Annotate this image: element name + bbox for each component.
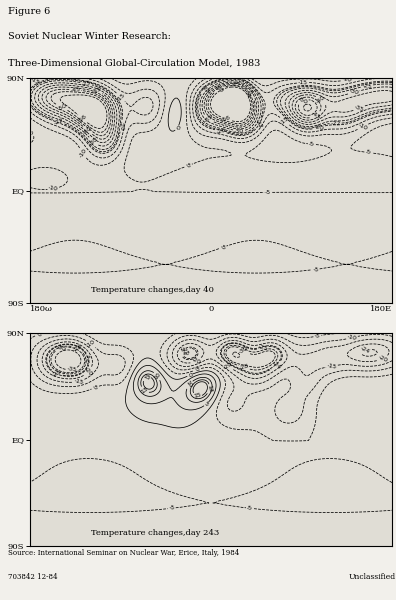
Text: -10: -10 [48, 185, 59, 192]
Text: -56: -56 [77, 114, 88, 124]
Text: -15: -15 [73, 377, 84, 385]
Text: -56: -56 [221, 115, 232, 123]
Text: -5: -5 [247, 505, 253, 511]
Text: -30: -30 [348, 89, 359, 96]
Text: -45: -45 [230, 82, 241, 88]
Text: 10: 10 [185, 380, 194, 389]
Text: 703842 12-84: 703842 12-84 [8, 573, 57, 581]
Text: 180ω: 180ω [30, 305, 53, 313]
Text: -15: -15 [298, 80, 308, 85]
Text: -15: -15 [30, 76, 41, 85]
Text: -10: -10 [341, 76, 352, 83]
Text: -35: -35 [354, 104, 365, 112]
Text: -15: -15 [116, 92, 126, 103]
Text: 180E: 180E [370, 305, 392, 313]
Text: -10: -10 [346, 334, 358, 341]
Text: -22: -22 [53, 117, 65, 125]
Text: -30: -30 [238, 346, 249, 355]
Text: -5: -5 [168, 505, 175, 511]
Text: -24: -24 [359, 346, 370, 355]
Text: -5: -5 [365, 149, 372, 155]
Text: -40: -40 [82, 125, 93, 136]
Text: -25: -25 [51, 369, 63, 377]
Text: -15: -15 [279, 116, 290, 126]
Text: -20: -20 [377, 355, 388, 363]
Text: -25: -25 [200, 84, 210, 95]
Text: -5: -5 [35, 331, 42, 338]
Text: 15: 15 [193, 392, 202, 400]
Text: -24: -24 [178, 346, 187, 357]
Text: -5: -5 [312, 266, 319, 272]
Text: -22: -22 [330, 121, 341, 126]
Text: -50: -50 [297, 96, 308, 105]
Text: -24: -24 [85, 353, 92, 364]
Text: -40: -40 [247, 88, 256, 100]
Text: Temperature changes,day 40: Temperature changes,day 40 [91, 286, 214, 294]
Text: -20: -20 [83, 367, 93, 377]
Text: -10: -10 [85, 339, 96, 349]
Text: -15: -15 [327, 363, 337, 370]
Text: -45: -45 [70, 87, 80, 93]
Text: -50: -50 [57, 103, 68, 112]
Text: -25: -25 [179, 345, 189, 356]
Text: -24: -24 [271, 360, 282, 371]
Text: Figure 6: Figure 6 [8, 7, 50, 16]
Text: -5: -5 [194, 367, 201, 373]
Text: 13: 13 [206, 385, 213, 393]
Text: Temperature changes,day 243: Temperature changes,day 243 [91, 529, 219, 538]
Text: -35: -35 [66, 366, 77, 373]
Text: 0: 0 [174, 125, 180, 131]
Text: -5: -5 [28, 128, 36, 136]
Text: 0: 0 [187, 372, 193, 378]
Text: -25: -25 [361, 83, 372, 89]
Text: -5: -5 [308, 142, 315, 147]
Text: -5: -5 [91, 384, 99, 391]
Text: Source: International Seminar on Nuclear War, Erice, Italy, 1984: Source: International Seminar on Nuclear… [8, 548, 239, 557]
Text: -5: -5 [219, 244, 227, 251]
Text: 0: 0 [208, 305, 213, 313]
Text: -30: -30 [88, 136, 99, 147]
Text: Unclassified: Unclassified [349, 573, 396, 581]
Text: -20: -20 [118, 121, 124, 131]
Text: -45: -45 [310, 110, 321, 121]
Text: -28: -28 [71, 344, 83, 353]
Text: Three-Dimensional Global-Circulation Model, 1983: Three-Dimensional Global-Circulation Mod… [8, 59, 260, 68]
Text: -35: -35 [91, 86, 103, 95]
Text: -25: -25 [257, 344, 268, 351]
Text: -30: -30 [55, 344, 66, 352]
Text: -20: -20 [190, 356, 202, 365]
Text: -40: -40 [316, 95, 327, 105]
Text: -20: -20 [223, 361, 234, 371]
Text: -5: -5 [314, 333, 321, 339]
Text: -22: -22 [254, 118, 263, 129]
Text: -20: -20 [215, 128, 227, 135]
Text: -35: -35 [203, 114, 214, 124]
Text: -5: -5 [185, 162, 192, 169]
Text: Soviet Nuclear Winter Research:: Soviet Nuclear Winter Research: [8, 32, 171, 41]
Text: -20: -20 [314, 124, 325, 131]
Text: -10: -10 [78, 148, 88, 158]
Text: -5: -5 [265, 190, 271, 195]
Text: -10: -10 [357, 122, 369, 131]
Text: 13: 13 [140, 386, 149, 395]
Text: -28: -28 [238, 364, 249, 371]
Text: 5: 5 [203, 401, 209, 407]
Text: -50: -50 [213, 85, 225, 94]
Text: -30: -30 [234, 128, 244, 134]
Text: -25: -25 [81, 80, 91, 87]
Text: 15: 15 [142, 373, 151, 381]
Text: 10: 10 [153, 371, 162, 380]
